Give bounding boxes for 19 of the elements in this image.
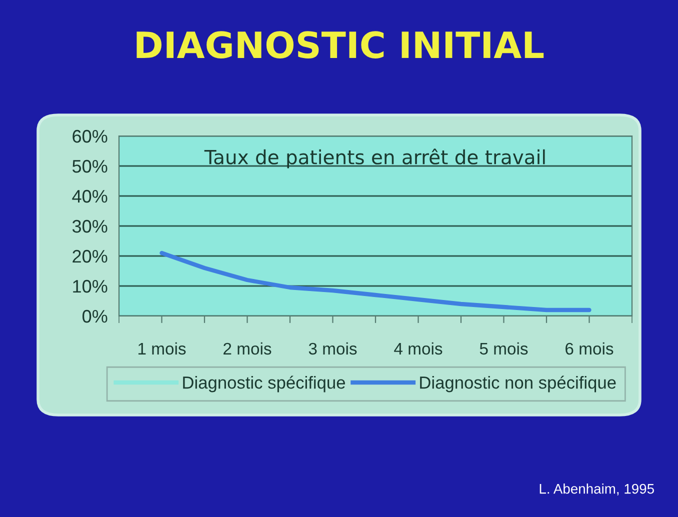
y-tick-label: 0% xyxy=(82,310,108,323)
text: L. Abenhaim, 1995 xyxy=(540,484,654,496)
text: Taux de patients en arrêt de travail xyxy=(204,148,545,168)
x-tick-label: 2 mois xyxy=(224,342,272,355)
y-tick-label: 20% xyxy=(72,250,108,263)
legend-label: Diagnostic spécifique xyxy=(183,376,345,392)
y-tick-label: 60% xyxy=(72,130,108,143)
legend-label: Diagnostic non spécifique xyxy=(420,376,616,392)
line-series xyxy=(160,250,592,312)
y-tick-label: 40% xyxy=(72,190,108,203)
x-tick-label: 1 mois xyxy=(138,342,186,355)
x-tick-label: 5 mois xyxy=(480,342,528,355)
chart-title: DIAGNOSTIC INITIAL xyxy=(136,31,544,58)
y-tick-label: 30% xyxy=(72,220,108,233)
y-tick-label: 50% xyxy=(72,160,108,173)
x-tick-label: 6 mois xyxy=(566,342,614,355)
x-tick-label: 3 mois xyxy=(308,342,357,355)
y-tick-label: 10% xyxy=(73,280,108,293)
x-tick-label: 4 mois xyxy=(394,342,442,355)
